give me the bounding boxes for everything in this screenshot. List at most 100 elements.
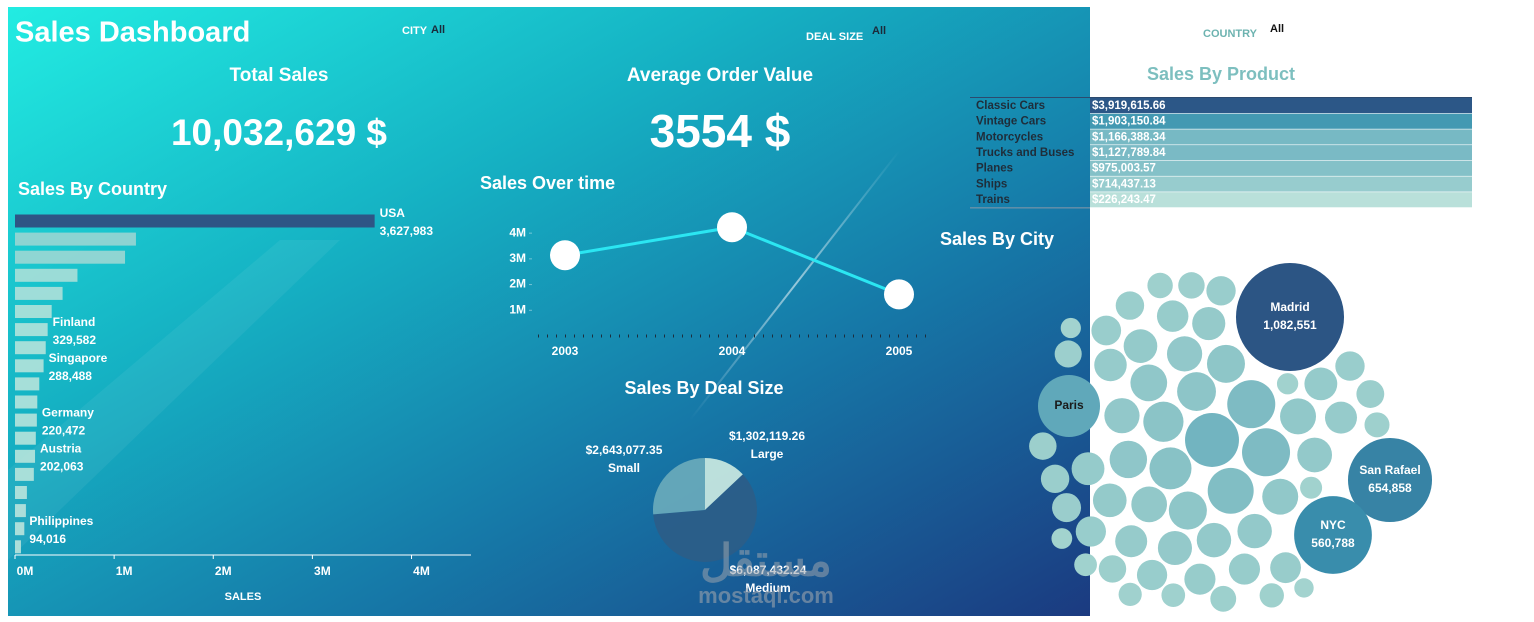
filter-value[interactable]: All (872, 25, 886, 37)
bubble (1037, 374, 1101, 438)
row-label: Classic Cars (976, 100, 1045, 112)
table-cell (1090, 145, 1472, 161)
bubble (1143, 401, 1184, 442)
bar (15, 323, 48, 337)
bar (15, 413, 37, 427)
filter-label: CITY (402, 25, 428, 37)
chart-title: Sales Over time (480, 173, 615, 193)
filter-label: COUNTRY (1203, 28, 1258, 40)
bubble (1094, 348, 1127, 382)
bubble (1029, 432, 1057, 460)
x-tick-label: 1M (116, 564, 133, 578)
bubble (1280, 398, 1317, 435)
bubble (1040, 464, 1070, 494)
slice-category-label: Medium (745, 581, 790, 595)
row-label: Vintage Cars (976, 116, 1046, 128)
x-tick-label: 2004 (719, 344, 746, 358)
bar (15, 305, 52, 318)
bubble-value: 654,858 (1368, 481, 1412, 495)
panel-background (8, 7, 1090, 616)
bubble (1123, 329, 1158, 363)
bubble (1091, 315, 1122, 346)
point (550, 240, 580, 271)
table-cell (1090, 113, 1472, 129)
y-tick-label: 4M (509, 225, 526, 239)
y-tick-label: 1M (509, 302, 526, 316)
x-tick-label: 3M (314, 564, 331, 578)
bar-category-label: Austria (40, 441, 82, 455)
pie-slice (705, 458, 743, 510)
bubble (1300, 476, 1323, 499)
bar (15, 268, 78, 282)
bubble (1147, 272, 1173, 299)
bar-value-label: 94,016 (29, 532, 66, 546)
cell-value: $1,903,150.84 (1092, 116, 1166, 128)
bubble (1259, 583, 1284, 608)
cell-value: $714,437.13 (1092, 178, 1156, 190)
bubble (1237, 513, 1272, 549)
bubble (1276, 373, 1299, 395)
bar (15, 540, 21, 554)
filter-label: DEAL SIZE (806, 31, 863, 43)
bubble-label: San Rafael (1359, 463, 1420, 477)
bar (15, 504, 26, 518)
bar (15, 467, 34, 481)
bubble (1156, 300, 1189, 332)
x-tick-label: 2003 (552, 344, 579, 358)
chart-title: Sales By Country (18, 179, 167, 199)
decor-streak (689, 149, 901, 421)
bar (15, 449, 36, 463)
bar (15, 486, 27, 499)
table-cell (1090, 160, 1472, 176)
bubble (1161, 583, 1186, 608)
chart-title: Sales By Product (1147, 64, 1295, 84)
bar-value-label: 220,472 (42, 423, 86, 437)
bar-category-label: Finland (53, 315, 96, 329)
row-label: Planes (976, 163, 1013, 175)
bar (15, 250, 126, 264)
chart-layer: USA 3,627,983 Finland 329,582 Singapore 288,4… (14, 97, 1472, 612)
watermark: mostaql.com (698, 583, 834, 608)
bubble (1192, 306, 1226, 341)
bubble (1149, 447, 1192, 490)
bubble (1052, 493, 1082, 523)
row-label: Trains (976, 194, 1010, 206)
kpi-value: 10,032,629 $ (171, 112, 387, 153)
cell-value: $1,166,388.34 (1092, 131, 1166, 143)
bar (15, 341, 46, 355)
bubble (1115, 525, 1148, 558)
x-tick-label: 2005 (886, 344, 913, 358)
x-tick-label: 0M (17, 564, 34, 578)
decor (8, 240, 340, 560)
bubble-label: Paris (1054, 398, 1084, 412)
bar-category-label: Singapore (49, 351, 108, 365)
bubble (1178, 272, 1205, 299)
bubble (1304, 367, 1338, 401)
bar-category-label: Germany (42, 405, 94, 419)
bubble (1071, 452, 1105, 486)
bubble (1136, 559, 1168, 591)
bubble (1104, 398, 1140, 434)
bubble (1235, 262, 1345, 372)
cell-value: $1,127,789.84 (1092, 147, 1166, 159)
bubble (1166, 336, 1203, 372)
bubble (1294, 578, 1314, 598)
chart-title: Sales By City (940, 229, 1054, 249)
x-tick-label: 4M (413, 564, 430, 578)
filter-value[interactable]: All (1270, 23, 1284, 35)
point (717, 212, 747, 243)
bubble (1157, 530, 1193, 566)
filter-value[interactable]: All (431, 24, 445, 36)
bar-value-label: 288,488 (49, 369, 93, 383)
kpi-value: 3554 $ (650, 105, 791, 157)
bubble (1075, 516, 1106, 547)
cell-value: $975,003.57 (1092, 163, 1156, 175)
bubble (1210, 585, 1237, 612)
bubble (1177, 372, 1216, 412)
bubble (1185, 413, 1239, 467)
bar-value-label: 202,063 (40, 459, 84, 473)
bubble (1115, 291, 1145, 320)
bubble (1184, 563, 1216, 595)
